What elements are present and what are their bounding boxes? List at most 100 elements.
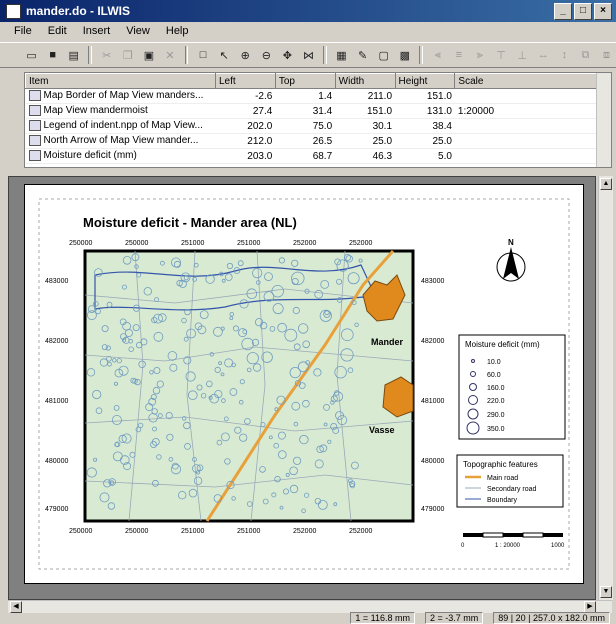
row-scale	[455, 134, 597, 149]
menu-help[interactable]: Help	[160, 25, 195, 37]
row-scale	[455, 149, 597, 164]
picture-icon[interactable]: ▩	[395, 45, 414, 65]
row-width: 46.3	[335, 149, 395, 164]
y-tick: 480000	[45, 458, 68, 465]
save-icon[interactable]: ■	[43, 45, 62, 65]
place-label-vasse: Vasse	[369, 425, 395, 435]
column-header-height[interactable]: Height	[395, 74, 455, 89]
entire-map-icon[interactable]: □	[193, 45, 212, 65]
send-back-icon[interactable]: ⧈	[597, 45, 616, 65]
align-right-icon[interactable]: ⫸	[470, 45, 489, 65]
row-top: 31.4	[275, 104, 335, 119]
legend-item: 60.0	[487, 372, 501, 379]
legend-icon	[29, 120, 41, 131]
row-item: Map Border of Map View manders...	[44, 91, 204, 102]
zoom-out-icon[interactable]: ⊖	[257, 45, 276, 65]
row-item: Moisture deficit (mm)	[44, 151, 137, 162]
row-scale	[455, 89, 597, 104]
y-tick: 480000	[421, 458, 444, 465]
table-row[interactable]: North Arrow of Map View mander... 212.0 …	[26, 134, 597, 149]
legend-item: Boundary	[487, 497, 517, 504]
menu-edit[interactable]: Edit	[42, 25, 73, 37]
print-icon[interactable]: ▤	[64, 45, 83, 65]
row-item: Legend of indent.npp of Map View...	[44, 121, 203, 132]
map-frame[interactable]: Mander Vasse	[85, 251, 413, 521]
row-height: 38.4	[395, 119, 455, 134]
x-tick: 251000	[237, 240, 260, 247]
align-top-icon[interactable]: ⊤	[492, 45, 511, 65]
row-left: 202.0	[215, 119, 275, 134]
text-icon	[29, 150, 41, 161]
layout-canvas[interactable]: Moisture deficit - Mander area (NL) Mand…	[25, 185, 583, 583]
column-header-item[interactable]: Item	[26, 74, 216, 89]
status-page: 89 | 20 | 257.0 x 182.0 mm	[493, 612, 610, 624]
row-top: 68.7	[275, 149, 335, 164]
legend-item: Secondary road	[487, 486, 537, 493]
pointer-icon[interactable]: ↖	[215, 45, 234, 65]
x-tick: 251000	[181, 240, 204, 247]
column-header-scale[interactable]: Scale	[455, 74, 597, 89]
table-row[interactable]: Moisture deficit (mm) 203.0 68.7 46.3 5.…	[26, 149, 597, 164]
copy-icon[interactable]: ❐	[118, 45, 137, 65]
north-label: N	[508, 238, 514, 247]
north-arrow-icon	[503, 247, 519, 279]
y-tick: 481000	[421, 398, 444, 405]
column-header-left[interactable]: Left	[215, 74, 275, 89]
row-top: 75.0	[275, 119, 335, 134]
maximize-button[interactable]: □	[574, 3, 592, 20]
scroll-down-icon[interactable]: ▼	[600, 586, 612, 598]
map-view-icon[interactable]: ▦	[332, 45, 351, 65]
legend-topographic[interactable]: Topographic features Main road Secondary…	[457, 455, 563, 507]
pan-icon[interactable]: ✥	[278, 45, 297, 65]
paste-icon[interactable]: ▣	[139, 45, 158, 65]
row-width: 30.1	[335, 119, 395, 134]
zoom-in-icon[interactable]: ⊕	[236, 45, 255, 65]
bring-front-icon[interactable]: ⧉	[576, 45, 595, 65]
align-center-icon[interactable]: ≡	[449, 45, 468, 65]
y-tick: 483000	[421, 278, 444, 285]
delete-icon[interactable]: ✕	[160, 45, 179, 65]
scroll-up-icon[interactable]: ▲	[600, 178, 612, 190]
app-icon	[6, 4, 21, 19]
align-left-icon[interactable]: ⫷	[428, 45, 447, 65]
cut-icon[interactable]: ✂	[97, 45, 116, 65]
menu-insert[interactable]: Insert	[77, 25, 117, 37]
open-icon[interactable]: ▭	[22, 45, 41, 65]
x-tick: 250000	[125, 240, 148, 247]
table-row[interactable]: Map View mandermoist 27.4 31.4 151.0 131…	[26, 104, 597, 119]
map-border-icon	[29, 90, 41, 101]
toolbar-separator	[185, 46, 189, 64]
north-arrow[interactable]: N	[497, 238, 525, 281]
status-bar: 1 = 116.8 mm 2 = -3.7 mm 89 | 20 | 257.0…	[0, 612, 616, 624]
column-header-width[interactable]: Width	[335, 74, 395, 89]
menu-file[interactable]: File	[8, 25, 38, 37]
row-top: 1.4	[275, 89, 335, 104]
layout-vertical-scrollbar[interactable]: ▲ ▼	[598, 176, 613, 600]
map-title[interactable]: Moisture deficit - Mander area (NL)	[83, 215, 297, 230]
fit-icon[interactable]: ⋈	[299, 45, 318, 65]
y-tick: 482000	[421, 338, 444, 345]
legend-moisture[interactable]: Moisture deficit (mm) 10.0 60.0 160.0 22…	[459, 335, 565, 439]
align-bottom-icon[interactable]: ⊥	[513, 45, 532, 65]
row-left: 27.4	[215, 104, 275, 119]
grid-scrollbar[interactable]	[596, 73, 611, 167]
row-item: Map View mandermoist	[44, 106, 148, 117]
map-area	[85, 251, 413, 521]
x-tick: 252000	[349, 528, 372, 535]
edit-icon[interactable]: ✎	[353, 45, 372, 65]
box-icon[interactable]: ▢	[374, 45, 393, 65]
minimize-button[interactable]: _	[554, 3, 572, 20]
scale-bar[interactable]: 0 1 : 20000 1000	[461, 533, 565, 549]
layout-page: Moisture deficit - Mander area (NL) Mand…	[24, 184, 584, 584]
table-row[interactable]: Map Border of Map View manders... -2.6 1…	[26, 89, 597, 104]
same-width-icon[interactable]: ↔	[534, 45, 553, 65]
same-height-icon[interactable]: ↕	[555, 45, 574, 65]
scale-start: 0	[461, 543, 465, 549]
toolbar-separator	[88, 46, 92, 64]
scale-end: 1000	[551, 543, 565, 549]
map-view-icon	[29, 105, 41, 116]
close-button[interactable]: ×	[594, 3, 612, 20]
menu-view[interactable]: View	[120, 25, 156, 37]
table-row[interactable]: Legend of indent.npp of Map View... 202.…	[26, 119, 597, 134]
column-header-top[interactable]: Top	[275, 74, 335, 89]
